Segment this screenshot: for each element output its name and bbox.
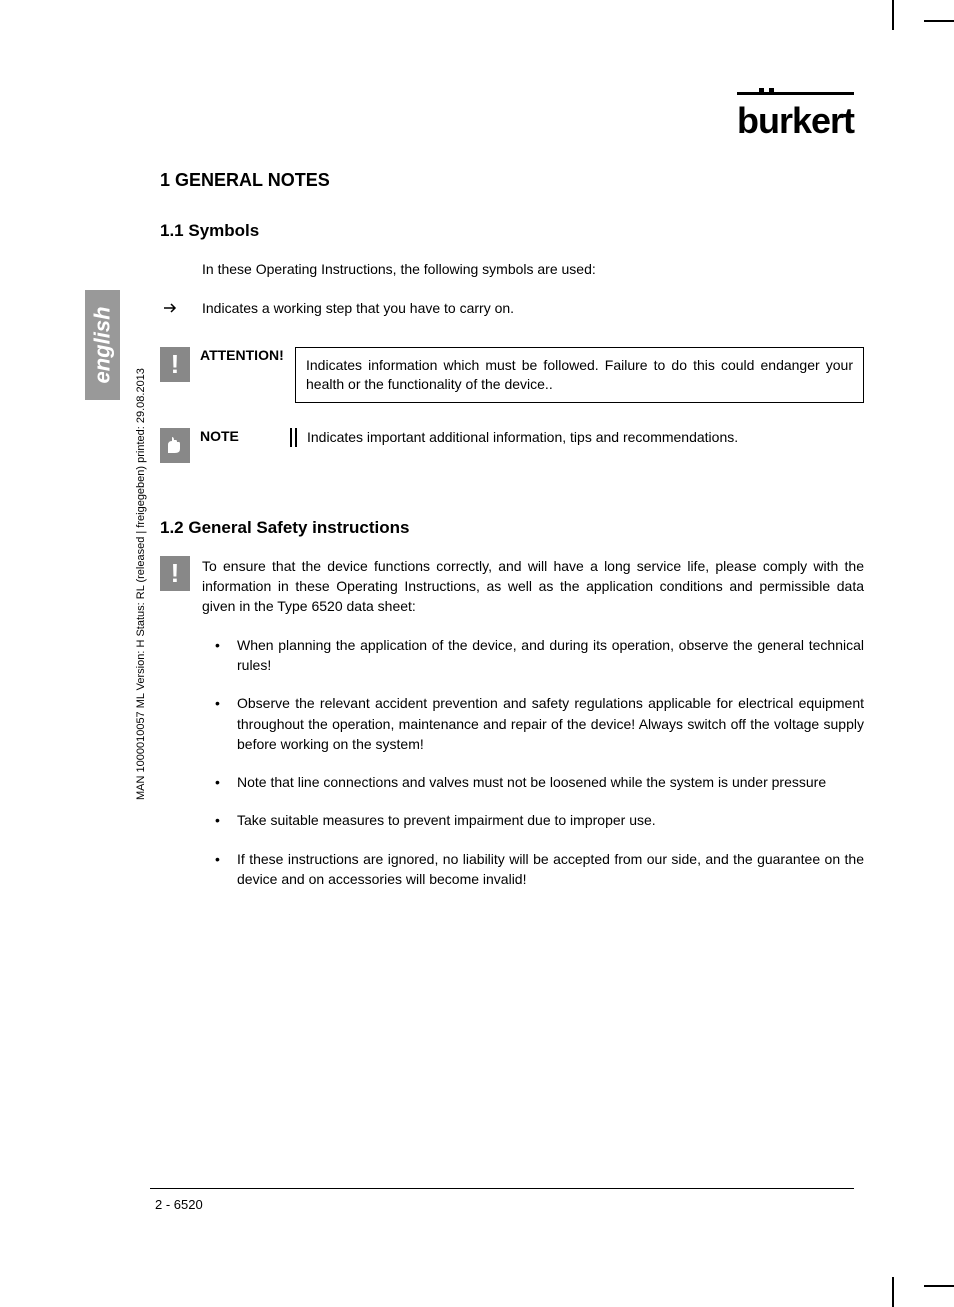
note-box-text: Indicates important additional informati…	[295, 428, 864, 448]
bullet-text: If these instructions are ignored, no li…	[237, 849, 864, 890]
intro-paragraph: In these Operating Instructions, the fol…	[202, 259, 864, 280]
bullet-icon: •	[215, 772, 237, 792]
safety-intro-text: To ensure that the device functions corr…	[202, 556, 864, 617]
document-metadata: MAN 1000010057 ML Version: H Status: RL …	[135, 200, 147, 800]
arrow-icon	[164, 298, 180, 319]
list-item: • Observe the relevant accident preventi…	[215, 693, 864, 754]
footer-divider	[150, 1188, 854, 1189]
bullet-text: Note that line connections and valves mu…	[237, 772, 864, 792]
attention-icon: !	[160, 347, 190, 382]
language-label: english	[90, 306, 116, 383]
subsection-heading-safety: 1.2 General Safety instructions	[160, 518, 864, 538]
list-item: • Take suitable measures to prevent impa…	[215, 810, 864, 830]
list-item: • Note that line connections and valves …	[215, 772, 864, 792]
bullet-text: Observe the relevant accident prevention…	[237, 693, 864, 754]
working-step-row: Indicates a working step that you have t…	[160, 298, 864, 319]
brand-logo: burkert	[737, 100, 854, 142]
list-item: • When planning the application of the d…	[215, 635, 864, 676]
note-row: NOTE Indicates important additional info…	[160, 428, 864, 463]
note-label: NOTE	[190, 428, 295, 444]
bullet-text: Take suitable measures to prevent impair…	[237, 810, 864, 830]
language-tab: english	[85, 290, 120, 400]
page-container: burkert english MAN 1000010057 ML Versio…	[0, 0, 954, 1307]
attention-row: ! ATTENTION! Indicates information which…	[160, 347, 864, 403]
bullet-icon: •	[215, 810, 237, 830]
section-heading: 1 GENERAL NOTES	[160, 170, 864, 191]
main-content: 1 GENERAL NOTES 1.1 Symbols In these Ope…	[160, 170, 864, 889]
bullet-icon: •	[215, 849, 237, 890]
logo-text: burkert	[737, 100, 854, 141]
attention-label: ATTENTION!	[190, 347, 295, 363]
note-hand-icon	[160, 428, 190, 463]
safety-section: 1.2 General Safety instructions ! To ens…	[160, 518, 864, 890]
subsection-heading: 1.1 Symbols	[160, 221, 864, 241]
page-number: 2 - 6520	[155, 1197, 203, 1212]
attention-box-text: Indicates information which must be foll…	[295, 347, 864, 403]
bullet-icon: •	[215, 693, 237, 754]
safety-intro-row: ! To ensure that the device functions co…	[160, 556, 864, 617]
bullet-text: When planning the application of the dev…	[237, 635, 864, 676]
working-step-text: Indicates a working step that you have t…	[202, 298, 514, 319]
safety-bullet-list: • When planning the application of the d…	[215, 635, 864, 890]
bullet-icon: •	[215, 635, 237, 676]
list-item: • If these instructions are ignored, no …	[215, 849, 864, 890]
attention-icon: !	[160, 556, 190, 591]
